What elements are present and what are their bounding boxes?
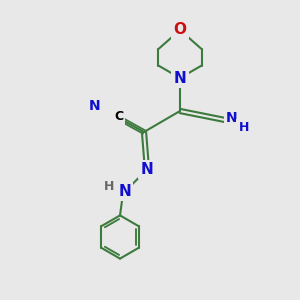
Text: C: C xyxy=(114,110,123,124)
Text: H: H xyxy=(104,179,115,193)
Text: O: O xyxy=(173,22,187,38)
Text: N: N xyxy=(118,184,131,199)
Text: N: N xyxy=(141,162,153,177)
Text: N: N xyxy=(174,70,186,86)
Text: N: N xyxy=(89,100,100,113)
Text: H: H xyxy=(238,121,249,134)
Text: N: N xyxy=(226,112,237,125)
